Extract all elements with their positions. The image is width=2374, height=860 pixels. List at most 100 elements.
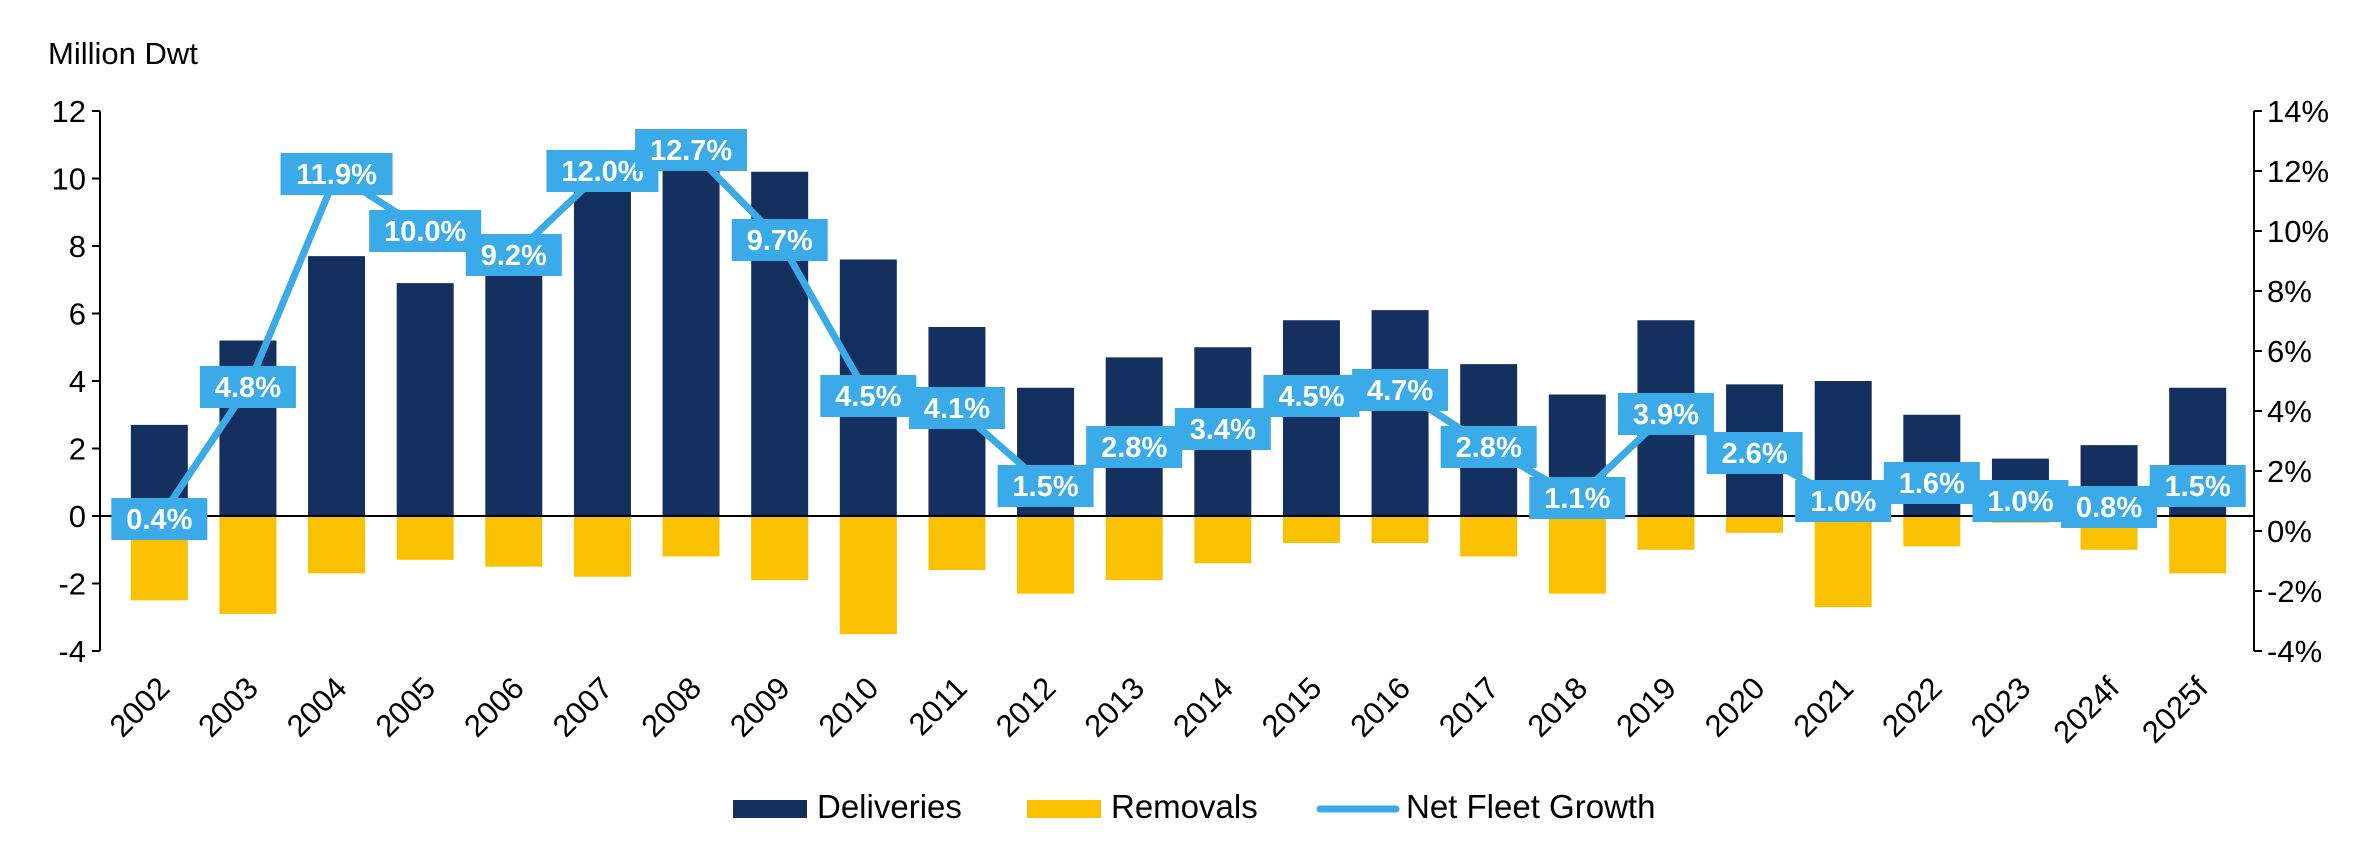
legend: Deliveries Removals Net Fleet Growth [733, 788, 1655, 825]
removals-bar-2021 [1814, 516, 1872, 608]
legend-label-removals: Removals [1111, 788, 1258, 825]
net-fleet-growth-label-2012: 1.5% [1013, 471, 1079, 503]
legend-swatch-removals [1027, 800, 1101, 818]
net-fleet-growth-label-box-2003 [199, 366, 296, 408]
right-tick-label: 14% [2267, 94, 2329, 129]
deliveries-bar-2008 [662, 158, 720, 516]
net-fleet-growth-label-box-2021 [1795, 480, 1892, 522]
right-tick-label: -2% [2267, 574, 2322, 609]
left-axis-unit-label: Million Dwt [48, 36, 198, 71]
net-fleet-growth-label-box-2015 [1263, 375, 1360, 417]
net-fleet-growth-label-2010: 4.5% [835, 381, 901, 413]
net-fleet-growth-label-box-2024f [2061, 486, 2158, 528]
net-fleet-growth-label-2003: 4.8% [215, 372, 281, 404]
x-tick-label-2006: 2006 [457, 670, 531, 744]
x-tick-label-2015: 2015 [1255, 670, 1329, 744]
removals-bar-2008 [662, 516, 720, 557]
net-fleet-growth-label-2024f: 0.8% [2076, 492, 2142, 524]
x-tick-label-2008: 2008 [634, 670, 708, 744]
deliveries-bar-2006 [485, 269, 543, 516]
removals-bar-2003 [219, 516, 277, 614]
deliveries-bar-2007 [573, 185, 631, 516]
net-fleet-growth-label-box-2023 [1972, 480, 2069, 522]
net-fleet-growth-label-box-2017 [1440, 426, 1537, 468]
removals-bar-2019 [1637, 516, 1695, 550]
x-tick-label-2011: 2011 [902, 670, 974, 742]
left-tick-label: 0 [69, 499, 86, 534]
x-tick-label-2004: 2004 [280, 670, 354, 744]
deliveries-bar-2015 [1282, 320, 1340, 516]
x-tick-label-2025f: 2025f [2135, 670, 2215, 750]
x-tick-label-2021: 2021 [1787, 670, 1861, 744]
removals-bar-2004 [308, 516, 366, 574]
deliveries-bar-2016 [1371, 310, 1429, 516]
right-tick-label: 6% [2267, 334, 2312, 369]
right-tick-label: 8% [2267, 274, 2312, 309]
net-fleet-growth-label-2025f: 1.5% [2165, 471, 2231, 503]
legend-label-net-fleet-growth: Net Fleet Growth [1406, 788, 1655, 825]
net-fleet-growth-label-2021: 1.0% [1810, 486, 1876, 518]
x-tick-label-2023: 2023 [1964, 670, 2038, 744]
net-fleet-growth-label-box-2018 [1529, 477, 1626, 519]
net-fleet-growth-label-2023: 1.0% [1987, 486, 2053, 518]
net-fleet-growth-label-2019: 3.9% [1633, 399, 1699, 431]
net-fleet-growth-label-box-2004 [280, 153, 393, 195]
x-tick-label-2007: 2007 [546, 670, 620, 744]
removals-bar-2025f [2169, 516, 2227, 574]
removals-bar-2013 [1105, 516, 1163, 581]
removals-bar-2009 [751, 516, 809, 581]
x-tick-label-2013: 2013 [1078, 670, 1152, 744]
net-fleet-growth-label-2008: 12.7% [650, 135, 732, 167]
x-tick-label-2014: 2014 [1166, 670, 1240, 744]
net-fleet-growth-label-2016: 4.7% [1367, 375, 1433, 407]
net-fleet-growth-label-2014: 3.4% [1190, 414, 1256, 446]
right-tick-label: 12% [2267, 154, 2329, 189]
net-fleet-growth-label-2013: 2.8% [1101, 432, 1167, 464]
x-tick-label-2009: 2009 [723, 670, 797, 744]
left-tick-label: 6 [69, 297, 86, 332]
net-fleet-growth-label-2006: 9.2% [481, 240, 547, 272]
net-fleet-growth-series: 0.4% 4.8% 11.9%10.0% 9.2% 12.0%12.7% 9.7% 4.5%… [111, 129, 2246, 540]
right-tick-label: 4% [2267, 394, 2312, 429]
removals-bars [130, 516, 2227, 635]
x-tick-label-2003: 2003 [191, 670, 265, 744]
removals-bar-2014 [1194, 516, 1252, 564]
deliveries-bar-2004 [308, 256, 366, 516]
net-fleet-growth-label-2005: 10.0% [384, 216, 466, 248]
left-tick-label: 12 [52, 94, 86, 129]
right-tick-label: -4% [2267, 634, 2322, 669]
net-fleet-growth-label-2009: 9.7% [747, 225, 813, 257]
net-fleet-growth-label-2007: 12.0% [561, 156, 643, 188]
removals-bar-2022 [1903, 516, 1961, 547]
left-tick-label: 8 [69, 229, 86, 264]
left-tick-label: 2 [69, 432, 86, 467]
x-tick-label-2018: 2018 [1521, 670, 1595, 744]
net-fleet-growth-label-box-2002 [111, 498, 208, 540]
right-tick-label: 10% [2267, 214, 2329, 249]
net-fleet-growth-label-box-2020 [1706, 432, 1803, 474]
net-fleet-growth-label-2018: 1.1% [1544, 483, 1610, 515]
net-fleet-growth-label-2011: 4.1% [924, 393, 990, 425]
net-fleet-growth-label-box-2010 [820, 375, 917, 417]
net-fleet-growth-label-2017: 2.8% [1456, 432, 1522, 464]
removals-bar-2020 [1726, 516, 1784, 533]
x-tick-label-2017: 2017 [1432, 670, 1506, 744]
x-tick-label-2010: 2010 [812, 670, 886, 744]
removals-bar-2017 [1460, 516, 1518, 557]
x-tick-label-2016: 2016 [1343, 670, 1417, 744]
left-tick-label: 4 [69, 364, 86, 399]
x-tick-label-2024f: 2024f [2046, 670, 2126, 750]
left-tick-label: 10 [52, 162, 86, 197]
net-fleet-growth-label-2004: 11.9% [296, 159, 377, 191]
removals-bar-2006 [485, 516, 543, 567]
removals-bar-2007 [573, 516, 631, 577]
removals-bar-2011 [928, 516, 986, 570]
x-tick-label-2012: 2012 [989, 670, 1063, 744]
left-tick-label: -4 [58, 634, 86, 669]
net-fleet-growth-label-box-2013 [1086, 426, 1183, 468]
net-fleet-growth-label-box-2005 [369, 210, 482, 252]
removals-bar-2010 [839, 516, 897, 635]
right-tick-label: 0% [2267, 514, 2312, 549]
net-fleet-growth-label-box-2009 [731, 219, 828, 261]
net-fleet-growth-label-box-2008 [635, 129, 748, 171]
